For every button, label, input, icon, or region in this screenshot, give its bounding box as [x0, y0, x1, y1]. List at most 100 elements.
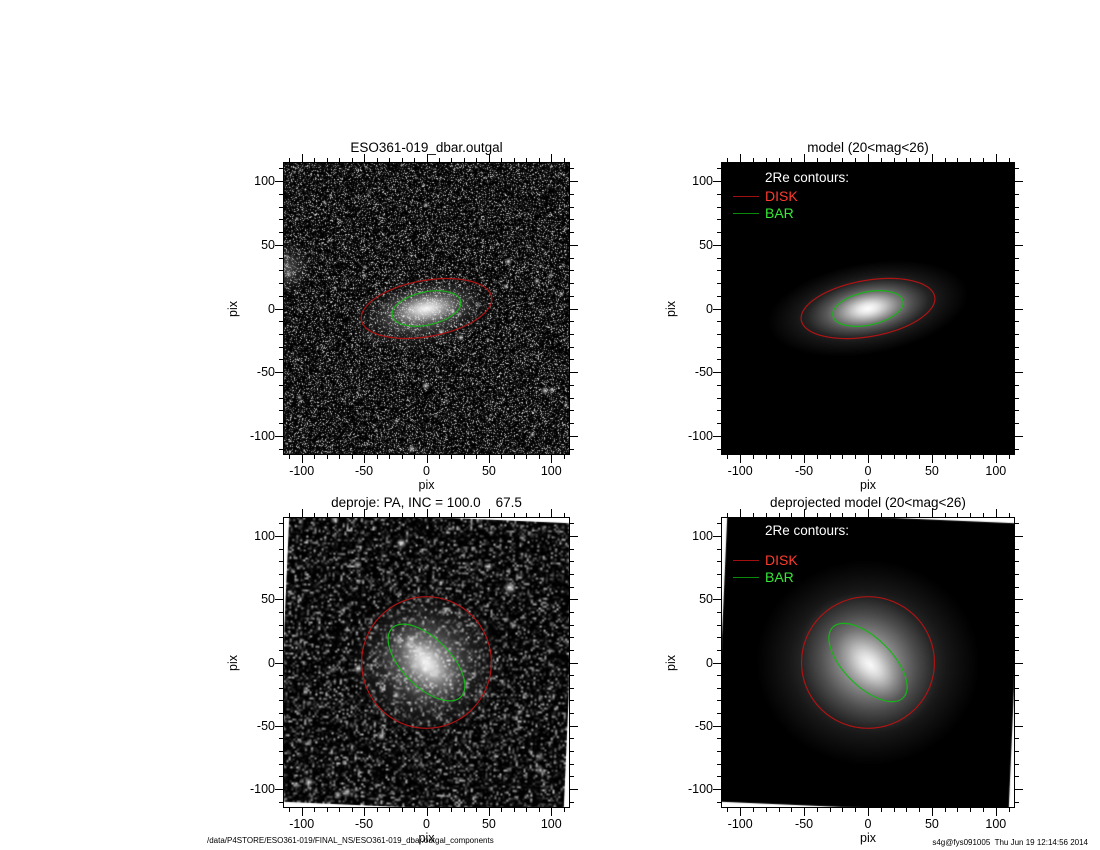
axis-tick: [1015, 725, 1023, 727]
axis-tick: [717, 346, 721, 348]
axis-tick: [717, 257, 721, 259]
axis-tick: [538, 455, 540, 459]
axis-tick: [1015, 270, 1019, 272]
x-tick-label: -100: [289, 817, 315, 831]
axis-tick: [995, 455, 997, 463]
axis-tick: [713, 435, 721, 437]
axis-tick: [906, 513, 908, 517]
axis-tick: [816, 808, 818, 812]
axis-tick: [983, 808, 985, 812]
axis-tick: [1015, 738, 1019, 740]
axis-tick: [570, 257, 574, 259]
axis-tick: [570, 548, 574, 550]
axis-tick: [752, 513, 754, 517]
axis-tick: [778, 808, 780, 812]
axis-tick: [855, 455, 857, 459]
axis-tick: [438, 158, 440, 162]
axis-tick: [301, 154, 303, 162]
axis-tick: [314, 158, 316, 162]
axis-tick: [717, 397, 721, 399]
axis-tick: [717, 637, 721, 639]
axis-tick: [1015, 548, 1019, 550]
axis-tick: [717, 573, 721, 575]
axis-tick: [476, 808, 478, 812]
axis-tick: [339, 158, 341, 162]
axis-tick: [279, 359, 283, 361]
axis-tick: [570, 611, 574, 613]
axis-tick: [279, 321, 283, 323]
axis-tick: [791, 808, 793, 812]
axis-tick: [868, 808, 869, 816]
axis-tick: [538, 158, 540, 162]
axis-tick: [1015, 611, 1019, 613]
x-tick-label: -50: [355, 817, 374, 831]
axis-tick: [829, 513, 831, 517]
x-axis-label: pix: [860, 831, 876, 845]
y-tick-label: 50: [699, 237, 713, 252]
axis-tick: [1008, 158, 1010, 162]
axis-tick: [957, 513, 959, 517]
panel-model: model (20<mag<26) pix pix -100 -100 -50 -50…: [664, 140, 1023, 492]
axis-tick: [1015, 232, 1019, 234]
axis-tick: [1015, 346, 1019, 348]
axis-tick: [1015, 599, 1023, 601]
contour-overlay: [800, 596, 936, 729]
axis-tick: [829, 808, 831, 812]
axis-tick: [526, 455, 528, 459]
axis-tick: [513, 513, 515, 517]
axis-tick: [376, 158, 378, 162]
axis-tick: [570, 586, 574, 588]
x-tick-label: -50: [795, 464, 814, 478]
axis-tick: [868, 154, 869, 162]
axis-tick: [717, 561, 721, 563]
axis-tick: [717, 624, 721, 626]
axis-tick: [791, 513, 793, 517]
x-tick-label: 100: [985, 817, 1007, 831]
axis-tick: [570, 789, 578, 791]
axis-tick: [389, 808, 391, 812]
axis-tick: [944, 513, 946, 517]
axis-tick: [1015, 535, 1023, 537]
axis-tick: [279, 738, 283, 740]
y-tick-label: -50: [256, 718, 275, 733]
axis-tick: [275, 725, 283, 727]
axis-tick: [563, 158, 565, 162]
axis-tick: [717, 168, 721, 170]
axis-tick: [1015, 523, 1019, 525]
axis-tick: [339, 808, 341, 812]
axis-tick: [451, 513, 453, 517]
axis-tick: [279, 257, 283, 259]
axis-tick: [752, 158, 754, 162]
axis-tick: [526, 513, 528, 517]
axis-tick: [314, 513, 316, 517]
axis-tick: [279, 410, 283, 412]
axis-tick: [804, 455, 806, 463]
axis-tick: [880, 808, 882, 812]
axis-tick: [570, 346, 574, 348]
axis-tick: [1015, 776, 1019, 778]
axis-tick: [1015, 700, 1019, 702]
axis-tick: [880, 513, 882, 517]
x-axis-label: pix: [418, 831, 435, 845]
x-tick-label: 0: [864, 464, 872, 478]
y-tick-label: 50: [261, 592, 275, 607]
axis-tick: [1015, 333, 1019, 335]
axis-tick: [275, 372, 283, 374]
axis-tick: [570, 801, 574, 803]
axis-tick: [339, 455, 341, 459]
axis-tick: [717, 193, 721, 195]
axis-tick: [970, 158, 972, 162]
axis-tick: [301, 808, 303, 816]
axis-tick: [727, 455, 729, 459]
axis-tick: [906, 158, 908, 162]
contour-overlay: [800, 277, 936, 340]
axis-tick: [570, 649, 574, 651]
axis-tick: [326, 808, 328, 812]
axis-tick: [717, 611, 721, 613]
axis-tick: [476, 455, 478, 459]
axis-tick: [765, 158, 767, 162]
axis-tick: [351, 158, 353, 162]
axis-tick: [713, 244, 721, 246]
axis-tick: [1015, 789, 1023, 791]
axis-tick: [279, 751, 283, 753]
